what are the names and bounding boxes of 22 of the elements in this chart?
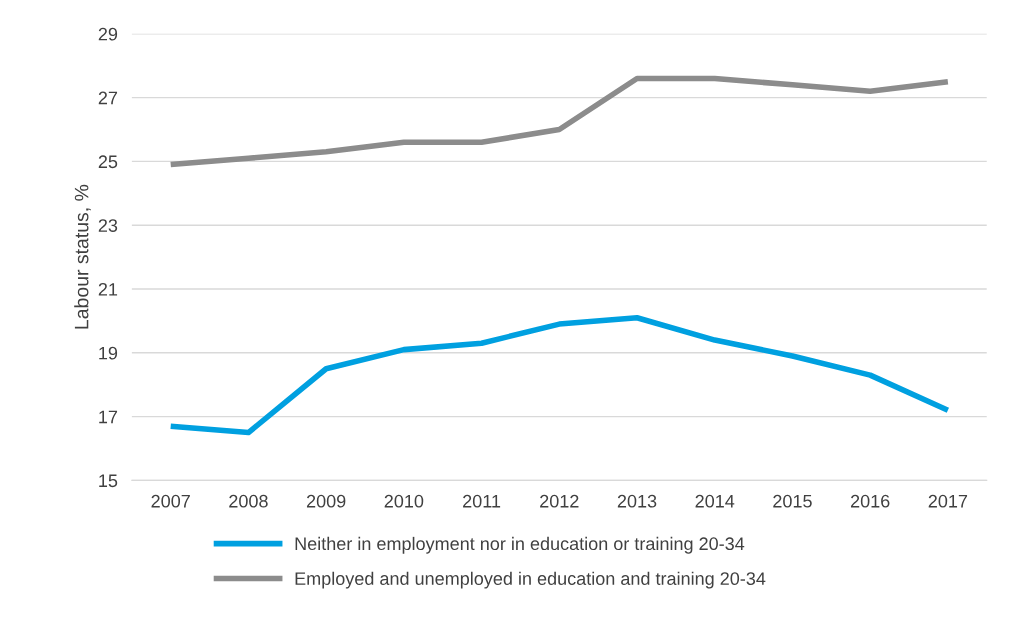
x-tick-label: 2012	[540, 494, 579, 508]
x-tick-label: 2017	[928, 494, 968, 508]
y-tick-label: 15	[99, 474, 118, 488]
x-tick-label: 2007	[151, 494, 190, 508]
x-tick-label: 2013	[617, 494, 657, 508]
x-tick-label: 2008	[229, 494, 268, 508]
y-axis-title: Labour status, %	[74, 184, 91, 329]
y-tick-label: 19	[99, 346, 118, 360]
y-tick-label: 29	[98, 27, 118, 41]
y-tick-label: 27	[98, 91, 118, 105]
x-tick-label: 2015	[773, 494, 812, 508]
x-tick-label: 2010	[384, 494, 424, 508]
y-tick-label: 23	[98, 219, 118, 232]
x-tick-label: 2016	[850, 494, 890, 508]
legend-label: Neither in employment nor in education or training 20-34	[295, 536, 745, 554]
x-tick-label: 2011	[463, 494, 501, 508]
x-tick-label: 2009	[306, 494, 346, 508]
x-tick-label: 2014	[695, 494, 735, 508]
y-tick-label: 17	[99, 410, 118, 424]
y-tick-label: 25	[98, 155, 118, 169]
legend-label: Employed and unemployed in education and training 20-34	[295, 571, 766, 589]
y-tick-label: 21	[98, 282, 118, 296]
